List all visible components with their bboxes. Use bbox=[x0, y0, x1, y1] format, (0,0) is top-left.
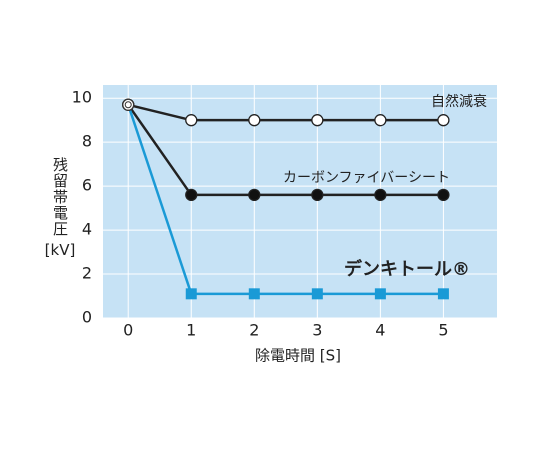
marker bbox=[374, 288, 386, 300]
series-label: 自然減衰 bbox=[431, 93, 487, 110]
marker bbox=[185, 188, 198, 202]
marker bbox=[311, 288, 323, 300]
x-tick-label: 5 bbox=[438, 321, 448, 340]
x-tick-label: 4 bbox=[375, 321, 385, 340]
marker bbox=[248, 288, 260, 300]
x-tick-label: 1 bbox=[186, 321, 196, 340]
y-tick-label: 4 bbox=[82, 220, 92, 239]
marker bbox=[248, 188, 261, 202]
marker-ring bbox=[124, 101, 132, 109]
y-tick-label: 8 bbox=[82, 132, 92, 151]
y-axis-label: 残留帯電圧 [kV] bbox=[40, 157, 80, 259]
y-tick-label: 2 bbox=[82, 264, 92, 283]
marker bbox=[311, 188, 324, 202]
series-label: デンキトール® bbox=[344, 258, 470, 280]
plot-area bbox=[103, 85, 497, 318]
marker bbox=[374, 188, 387, 202]
y-tick-label: 0 bbox=[82, 308, 92, 327]
marker bbox=[185, 288, 197, 300]
marker bbox=[374, 114, 387, 127]
series-label: カーボンファイバーシート bbox=[283, 170, 450, 186]
marker bbox=[185, 114, 198, 127]
marker bbox=[311, 114, 324, 127]
x-tick-label: 0 bbox=[123, 321, 133, 340]
y-label-text: 残留帯電圧 bbox=[51, 157, 69, 237]
y-unit: [kV] bbox=[44, 241, 76, 259]
x-tick-label: 3 bbox=[312, 321, 322, 340]
marker bbox=[437, 188, 450, 202]
y-tick-label: 6 bbox=[82, 176, 92, 195]
series-line bbox=[127, 103, 444, 122]
marker bbox=[437, 114, 450, 127]
x-tick-label: 2 bbox=[249, 321, 259, 340]
series-line bbox=[127, 104, 444, 197]
x-axis-label: 除電時間 [S] bbox=[255, 347, 341, 365]
y-tick-label: 10 bbox=[72, 88, 92, 107]
series-line bbox=[127, 104, 444, 296]
marker bbox=[437, 288, 449, 300]
marker bbox=[248, 114, 261, 127]
